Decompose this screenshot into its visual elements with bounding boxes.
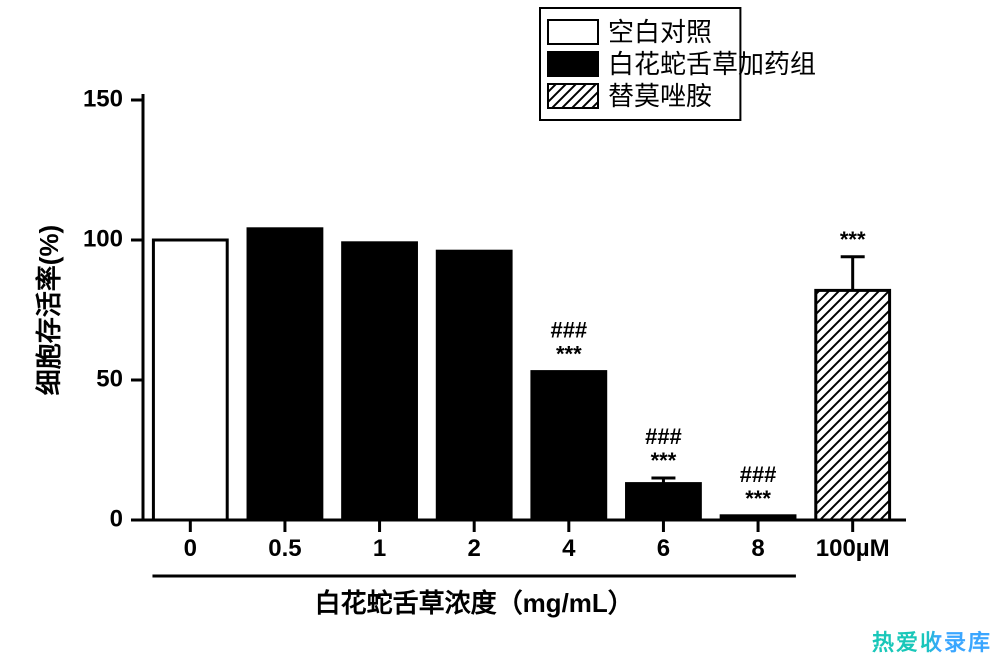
x-tick-label: 8 xyxy=(751,535,764,562)
bar xyxy=(343,243,417,520)
legend-label: 空白对照 xyxy=(608,17,712,47)
bar xyxy=(153,240,227,520)
legend-label: 替莫唑胺 xyxy=(608,81,712,111)
bar xyxy=(437,251,511,520)
sig-annotation: *** xyxy=(745,486,771,511)
legend-swatch xyxy=(548,20,598,44)
y-tick-label: 100 xyxy=(83,225,123,252)
y-tick-label: 150 xyxy=(83,85,123,112)
y-tick-label: 0 xyxy=(110,505,123,532)
y-axis-label: 细胞存活率(%) xyxy=(34,225,64,395)
x-tick-label: 0 xyxy=(184,535,197,562)
bar xyxy=(721,516,795,520)
x-tick-label: 2 xyxy=(468,535,481,562)
figure-stage: 050100150细胞存活率(%)00.512***###4***###6***… xyxy=(0,0,1000,663)
x-tick-label: 100µM xyxy=(816,535,890,562)
legend-swatch xyxy=(548,52,598,76)
x-group-label: 白花蛇舌草浓度（mg/mL） xyxy=(315,588,634,618)
bar xyxy=(248,229,322,520)
x-tick-label: 0.5 xyxy=(268,535,301,562)
legend-swatch xyxy=(548,84,598,108)
sig-annotation: ### xyxy=(550,318,587,343)
x-tick-label: 1 xyxy=(373,535,386,562)
bar xyxy=(532,372,606,520)
bar-chart: 050100150细胞存活率(%)00.512***###4***###6***… xyxy=(0,0,1000,663)
y-tick-label: 50 xyxy=(96,365,123,392)
bar xyxy=(816,290,890,520)
sig-annotation: *** xyxy=(651,448,677,473)
sig-annotation: *** xyxy=(556,342,582,367)
sig-annotation: ### xyxy=(740,462,777,487)
bar xyxy=(627,484,701,520)
legend: 空白对照白花蛇舌草加药组替莫唑胺 xyxy=(540,8,816,120)
watermark: 热爱收录库 xyxy=(872,625,992,657)
sig-annotation: *** xyxy=(840,227,866,252)
x-tick-label: 4 xyxy=(562,535,576,562)
x-tick-label: 6 xyxy=(657,535,670,562)
sig-annotation: ### xyxy=(645,424,682,449)
legend-label: 白花蛇舌草加药组 xyxy=(608,49,816,79)
